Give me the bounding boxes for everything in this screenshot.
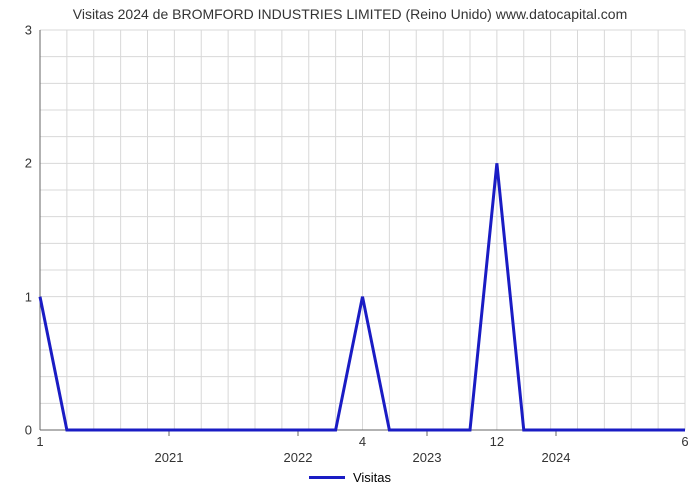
x-tick-label: 2022 bbox=[284, 450, 313, 465]
data-point-label: 6 bbox=[681, 434, 688, 449]
data-point-label: 12 bbox=[490, 434, 504, 449]
x-tick-label: 2023 bbox=[413, 450, 442, 465]
data-point-label: 4 bbox=[359, 434, 366, 449]
plot-svg bbox=[40, 30, 685, 438]
legend-label: Visitas bbox=[353, 470, 391, 485]
chart-title: Visitas 2024 de BROMFORD INDUSTRIES LIMI… bbox=[0, 6, 700, 22]
legend-swatch bbox=[309, 476, 345, 479]
y-tick-label: 3 bbox=[25, 23, 40, 38]
legend: Visitas bbox=[0, 470, 700, 485]
data-point-label: 1 bbox=[36, 434, 43, 449]
plot-area: 0123202120222023202414126 bbox=[40, 30, 685, 430]
y-tick-label: 2 bbox=[25, 156, 40, 171]
x-tick-label: 2024 bbox=[542, 450, 571, 465]
x-tick-label: 2021 bbox=[155, 450, 184, 465]
visits-chart: Visitas 2024 de BROMFORD INDUSTRIES LIMI… bbox=[0, 0, 700, 500]
y-tick-label: 1 bbox=[25, 289, 40, 304]
